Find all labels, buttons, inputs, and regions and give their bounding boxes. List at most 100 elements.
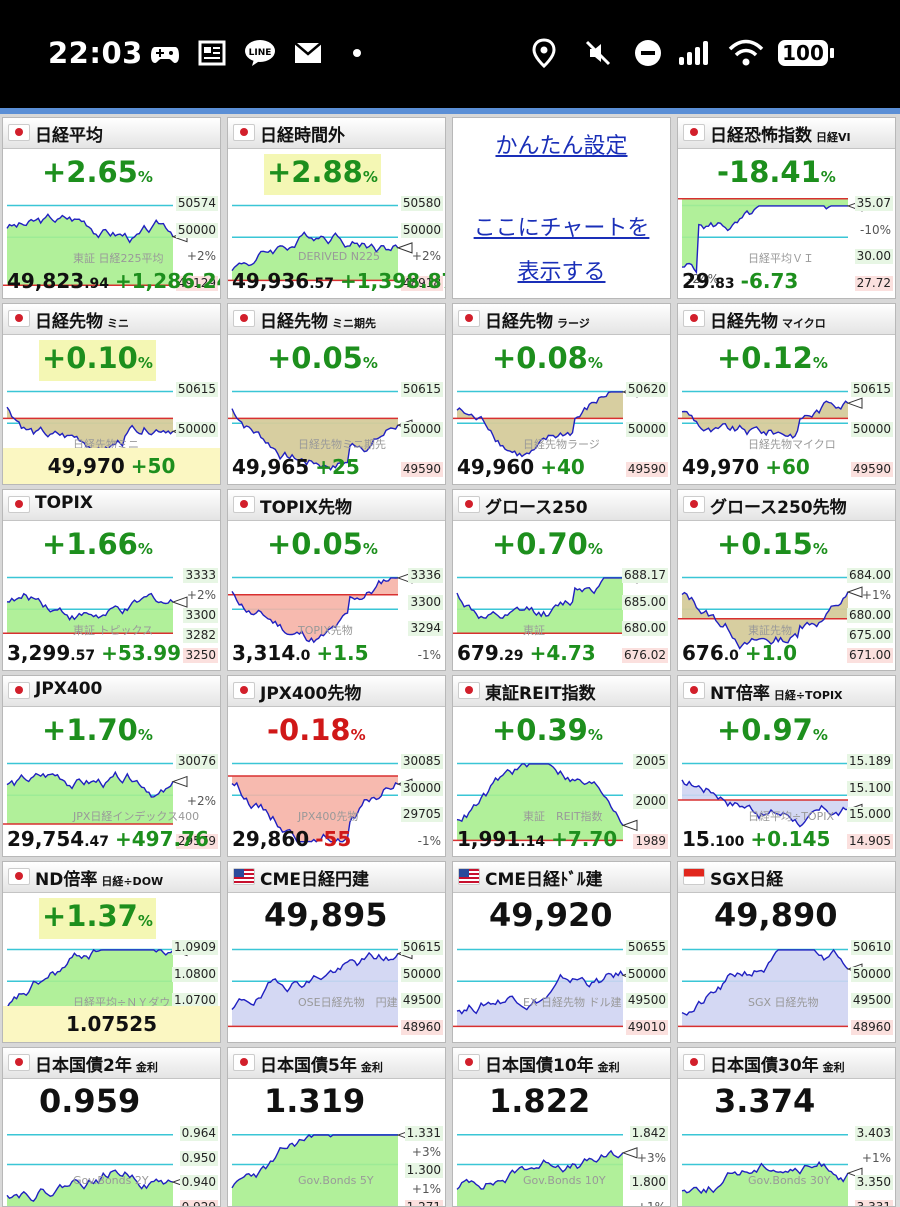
- market-tile[interactable]: 日本国債2年 金利 0.959 0.964 0.950 0.940 0.929 Gov.Bon…: [2, 1047, 221, 1207]
- tile-chart[interactable]: 50615 50000 49590 日経先物ミニ期先: [228, 380, 445, 484]
- axis-label: 50000: [625, 966, 668, 982]
- battery-level: 100: [778, 40, 828, 66]
- settings-tile[interactable]: かんたん設定 ここにチャートを 表示する: [452, 117, 671, 299]
- tile-header: CME日経円建: [228, 862, 445, 893]
- market-tile[interactable]: 日経先物 ミニ期先 +0.05% 50615 50000 49590 日経先物ミニ期先 49,…: [227, 303, 446, 485]
- market-tile[interactable]: 日本国債30年 金利 3.374 3.403 +1% 3.350 3.331 Gov.Bond…: [677, 1047, 896, 1207]
- tile-header: CME日経ﾄﾞﾙ建: [453, 862, 670, 893]
- price-fraction: .100: [709, 834, 745, 850]
- japan-flag-icon: [683, 310, 705, 327]
- market-tile[interactable]: TOPIX +1.66% 3333 +2% 3300 3282 3250 東証 トピックス 3,…: [2, 489, 221, 671]
- tile-footer: 1,991.14 +7.70: [457, 826, 670, 852]
- market-tile[interactable]: TOPIX先物 +0.05% 3336 3300 3294 -1% TOPIX先物 3,314…: [227, 489, 446, 671]
- price-integer: 49,970: [47, 454, 125, 478]
- tile-chart[interactable]: 50620 50000 49590 日経先物ラージ: [453, 380, 670, 484]
- axis-label: 2000: [633, 794, 668, 809]
- axis-label: 48960: [400, 1020, 443, 1035]
- market-tile[interactable]: グロース250 +0.70% 688.17 685.00 680.00 676.02 東証 6…: [452, 489, 671, 671]
- price-change: +4.73: [529, 641, 596, 665]
- axis-label: 3250: [183, 648, 218, 663]
- tile-value: 49,895: [264, 896, 388, 934]
- axis-label: 1.842: [629, 1126, 668, 1141]
- tile-chart[interactable]: 1.842 +3% 1.800 +1% Gov.Bonds 10Y: [453, 1124, 670, 1206]
- chart-svg: [228, 204, 413, 282]
- tile-name: 日経時間外: [260, 126, 345, 146]
- tile-chart[interactable]: 50574 50000 +2% 49129 東証 日経225平均: [3, 194, 220, 298]
- tile-value: 1.319: [264, 1082, 366, 1120]
- settings-link[interactable]: かんたん設定: [495, 134, 628, 159]
- tile-chart[interactable]: 3.403 +1% 3.350 3.331 Gov.Bonds 30Y: [678, 1124, 895, 1206]
- market-tile[interactable]: NT倍率 日経÷TOPIX +0.97% 15.189 15.100 15.000 14.9…: [677, 675, 896, 857]
- axis-label: 1.331: [404, 1126, 443, 1141]
- tile-chart[interactable]: 3333 +2% 3300 3282 3250 東証 トピックス: [3, 566, 220, 670]
- chart-placeholder-line1[interactable]: ここにチャートを: [473, 216, 650, 241]
- price-change: +25: [315, 455, 360, 479]
- market-tile[interactable]: JPX400 +1.70% 30076 +2% 29579 JPX日経インデックス400 2…: [2, 675, 221, 857]
- market-tile[interactable]: 日本国債10年 金利 1.822 1.842 +3% 1.800 +1% Gov.Bonds …: [452, 1047, 671, 1207]
- app-header-bar: [0, 108, 900, 114]
- percent-change: +2.88%: [264, 154, 381, 195]
- signal-icon: [678, 38, 714, 68]
- chart-watermark: 日経先物マイクロ: [748, 438, 836, 451]
- japan-flag-icon: [683, 496, 705, 513]
- tile-chart[interactable]: 0.964 0.950 0.940 0.929 Gov.Bonds 2Y: [3, 1124, 220, 1206]
- tile-chart[interactable]: 50610 50000 49500 48960 SGX 日経先物: [678, 938, 895, 1042]
- market-tile[interactable]: CME日経円建 49,895 50615 50000 49500 48960 OSE日経先物…: [227, 861, 446, 1043]
- market-tile[interactable]: 東証REIT指数 +0.39% 2005 2000 1989 東証 REIT指数 1,991…: [452, 675, 671, 857]
- percent-change: -0.18%: [267, 713, 366, 747]
- market-tile[interactable]: 日経平均 +2.65% 50574 50000 +2% 49129 東証 日経225平均 49…: [2, 117, 221, 299]
- axis-label: 685.00: [622, 594, 668, 610]
- tile-name: JPX400先物: [260, 684, 362, 704]
- axis-label: 680.00: [847, 608, 893, 623]
- tile-chart[interactable]: 1.331 +3% 1.300 +1% 1.271 Gov.Bonds 5Y: [228, 1124, 445, 1206]
- tile-subname: 金利: [360, 1061, 383, 1074]
- axis-label: 49500: [625, 993, 668, 1009]
- percent-change: +2.65%: [42, 155, 153, 189]
- tile-chart[interactable]: 688.17 685.00 680.00 676.02 東証: [453, 566, 670, 670]
- market-tile[interactable]: 日経先物 ラージ +0.08% 50620 50000 49590 日経先物ラージ 49,96…: [452, 303, 671, 485]
- japan-flag-icon: [8, 1054, 30, 1071]
- market-tile[interactable]: SGX日経 49,890 50610 50000 49500 48960 SGX 日経先物: [677, 861, 896, 1043]
- market-tile[interactable]: 日経恐怖指数 日経VI -18.41% 35.07 -10% 30.00 27.72 -24%…: [677, 117, 896, 299]
- price-line: [456, 763, 624, 826]
- percent-sign: %: [587, 540, 603, 558]
- chart-watermark: 東証 REIT指数: [523, 810, 603, 823]
- tile-chart[interactable]: 3336 3300 3294 -1% TOPIX先物: [228, 566, 445, 670]
- tile-chart[interactable]: 684.00 +1% 680.00 675.00 671.00 東証先物: [678, 566, 895, 670]
- tile-subname: ミニ期先: [332, 317, 376, 330]
- axis-label: 30.00: [854, 249, 893, 265]
- japan-flag-icon: [233, 124, 255, 141]
- chart-area: [682, 1162, 848, 1206]
- chart-placeholder-line2[interactable]: 表示する: [517, 260, 606, 285]
- axis-label: 49590: [400, 462, 443, 477]
- price-line: [231, 408, 399, 471]
- tile-chart[interactable]: 30076 +2% 29579 JPX日経インデックス400: [3, 752, 220, 856]
- price-change: +0.145: [750, 827, 831, 851]
- market-tile[interactable]: ND倍率日経÷DOW+1.37%1.09091.08001.07001.0605…: [2, 861, 221, 1043]
- market-tile[interactable]: CME日経ﾄﾞﾙ建 49,920 50655 50000 49500 49010 EX 日経…: [452, 861, 671, 1043]
- market-tile[interactable]: グロース250先物 +0.15% 684.00 +1% 680.00 675.00 671.…: [677, 489, 896, 671]
- axis-label: +1%: [861, 588, 891, 602]
- tile-chart[interactable]: 50580 50000 +2% 48918 DERIVED N225: [228, 194, 445, 298]
- tile-chart[interactable]: 2005 2000 1989 東証 REIT指数: [453, 752, 670, 856]
- tile-name: 日本国債2年 金利: [35, 1056, 158, 1076]
- market-tile[interactable]: JPX400先物 -0.18% 30085 30000 29705 -1% JPX400先物…: [227, 675, 446, 857]
- axis-label: +2%: [186, 249, 216, 264]
- market-tile[interactable]: 日経先物ミニ+0.10%506155000049590日経先物ミニ49,970+…: [2, 303, 221, 485]
- tile-chart[interactable]: 50615 50000 49500 48960 OSE日経先物 円建: [228, 938, 445, 1042]
- axis-label: -1%: [417, 648, 441, 662]
- axis-label: 3294: [408, 621, 443, 637]
- market-tile[interactable]: 日経時間外 +2.88% 50580 50000 +2% 48918 DERIVED N22…: [227, 117, 446, 299]
- tile-chart[interactable]: 50615 50000 49590 日経先物マイクロ: [678, 380, 895, 484]
- price-integer: 1.07525: [65, 1012, 158, 1036]
- chart-svg: [678, 576, 863, 650]
- tile-chart[interactable]: 35.07 -10% 30.00 27.72 -24% 日経平均ＶＩ: [678, 194, 895, 298]
- tile-chart[interactable]: 30085 30000 29705 -1% JPX400先物: [228, 752, 445, 856]
- status-time: 22:03: [48, 36, 143, 70]
- market-tile[interactable]: 日本国債5年 金利 1.319 1.331 +3% 1.300 +1% 1.271 Gov.Bo…: [227, 1047, 446, 1207]
- tile-chart[interactable]: 50655 50000 49500 49010 EX 日経先物 ドル建: [453, 938, 670, 1042]
- tile-chart[interactable]: 15.189 15.100 15.000 14.905 日経平均÷TOPIX: [678, 752, 895, 856]
- price-change: +1,286.24: [115, 269, 221, 293]
- market-tile[interactable]: 日経先物 マイクロ +0.12% 50615 50000 49590 日経先物マイクロ 49,…: [677, 303, 896, 485]
